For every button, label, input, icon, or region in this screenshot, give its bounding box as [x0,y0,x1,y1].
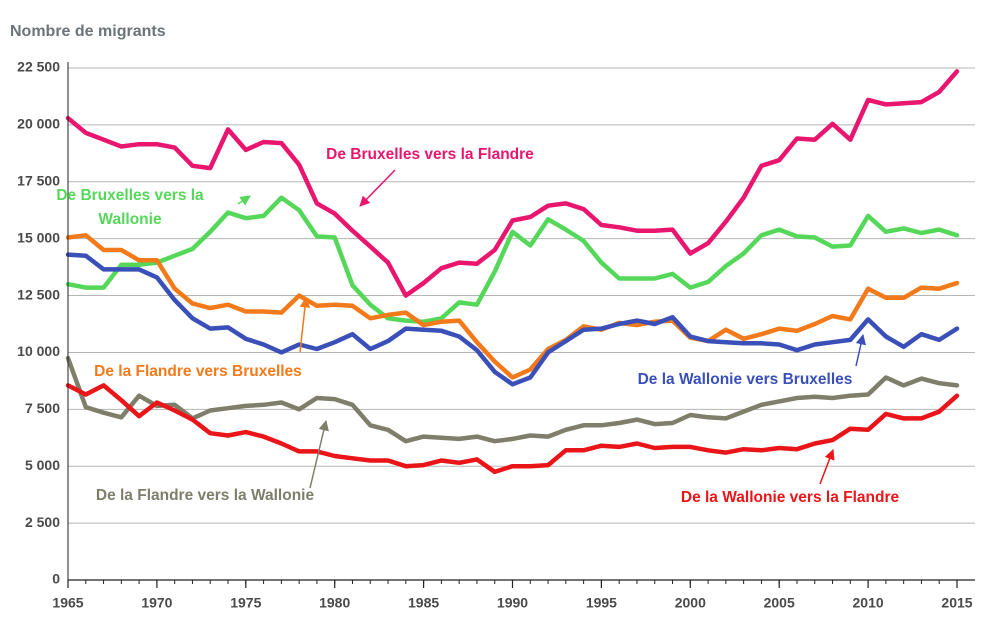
x-tick-label: 1995 [586,595,617,611]
arrow [299,296,311,353]
series-label: De la Wallonie vers la Flandre [681,489,900,506]
y-tick-label: 20 000 [17,116,60,132]
y-axis-title: Nombre de migrants [10,23,166,40]
x-tick-label: 1970 [141,595,172,611]
arrow [819,449,835,485]
lines [65,69,960,475]
y-tick-label: 2 500 [25,514,60,530]
series-line [65,195,960,324]
x-tick-label: 1965 [52,595,83,611]
y-tick-label: 12 500 [17,286,60,302]
series-label: De la Wallonie vers Bruxelles [638,371,853,388]
series-label-box: De Bruxelles vers la Wallonie [56,187,204,228]
series-label: De Bruxelles vers la Flandre [326,146,534,163]
x-tick-label: 1980 [319,595,350,611]
x-tick-label: 1990 [497,595,528,611]
y-tick-label: 0 [52,571,60,587]
y-tick-label: 22 500 [17,59,60,75]
x-tick-label: 2000 [675,595,706,611]
series-line [65,355,960,444]
y-tick-label: 15 000 [17,229,60,245]
axes: 0 2 500 5 000 7 500 10 000 12 500 15 000 17 500… [17,59,975,611]
series-line [65,252,960,387]
arrow [855,333,867,367]
series-label: De la Flandre vers Bruxelles [94,363,302,380]
y-tick-label: 5 000 [25,457,60,473]
y-tick-label: 10 000 [17,343,60,359]
arrow [309,419,329,489]
x-tick-label: 1975 [230,595,261,611]
x-tick-label: 2010 [853,595,884,611]
arrows [237,169,867,489]
series-line [65,69,960,298]
arrow [237,195,251,206]
x-tick-label: 1985 [408,595,439,611]
series-line [65,383,960,475]
series-line [65,233,960,380]
arrow [359,169,396,207]
annotations: De Bruxelles vers la Flandre De Bruxelles… [56,146,900,506]
series-label: De la Flandre vers la Wallonie [96,487,315,504]
series-label: De Bruxelles vers la Wallonie [56,187,204,228]
x-tick-label: 2005 [764,595,795,611]
x-tick-label: 2015 [941,595,972,611]
y-tick-label: 17 500 [17,172,60,188]
y-tick-label: 7 500 [25,400,60,416]
